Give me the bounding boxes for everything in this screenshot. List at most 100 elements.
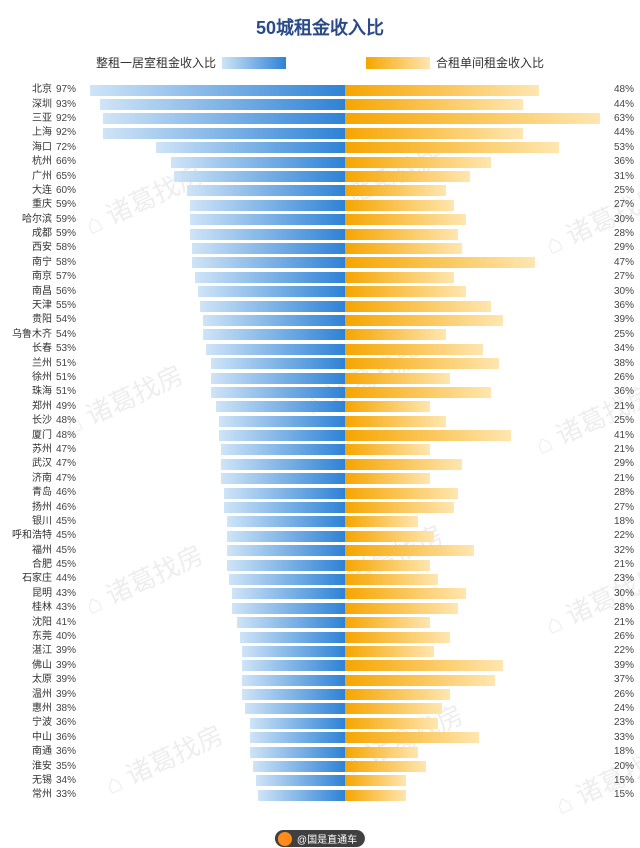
shared-rent-bar	[345, 473, 430, 484]
shared-rent-pct: 36%	[608, 301, 636, 311]
bar-area	[82, 644, 608, 658]
whole-rent-pct: 45%	[54, 531, 82, 541]
bar-area	[82, 572, 608, 586]
shared-rent-bar	[345, 790, 406, 801]
chart-container: 50城租金收入比 整租一居室租金收入比 合租单间租金收入比 北京97%48%深圳…	[0, 0, 640, 809]
whole-rent-bar	[211, 387, 345, 398]
city-name: 西安	[4, 243, 54, 253]
city-row: 银川45%18%	[4, 515, 636, 529]
city-name: 石家庄	[4, 574, 54, 584]
city-name: 厦门	[4, 431, 54, 441]
whole-rent-pct: 47%	[54, 474, 82, 484]
city-name: 呼和浩特	[4, 531, 54, 541]
whole-rent-bar	[227, 545, 345, 556]
shared-rent-pct: 41%	[608, 431, 636, 441]
city-row: 无锡34%15%	[4, 774, 636, 788]
city-row: 重庆59%27%	[4, 198, 636, 212]
city-name: 宁波	[4, 718, 54, 728]
city-name: 佛山	[4, 661, 54, 671]
shared-rent-pct: 47%	[608, 258, 636, 268]
city-name: 桂林	[4, 603, 54, 613]
shared-rent-pct: 21%	[608, 474, 636, 484]
bar-area	[82, 97, 608, 111]
shared-rent-bar	[345, 459, 462, 470]
city-name: 重庆	[4, 200, 54, 210]
city-name: 郑州	[4, 402, 54, 412]
bar-area	[82, 659, 608, 673]
shared-rent-pct: 30%	[608, 215, 636, 225]
legend-swatch-blue	[222, 57, 286, 69]
city-name: 哈尔滨	[4, 215, 54, 225]
bar-area	[82, 112, 608, 126]
city-row: 呼和浩特45%22%	[4, 529, 636, 543]
shared-rent-pct: 25%	[608, 330, 636, 340]
city-name: 长沙	[4, 416, 54, 426]
whole-rent-bar	[221, 473, 345, 484]
bar-area	[82, 400, 608, 414]
shared-rent-bar	[345, 142, 559, 153]
bar-area	[82, 270, 608, 284]
city-name: 福州	[4, 546, 54, 556]
whole-rent-pct: 97%	[54, 85, 82, 95]
whole-rent-pct: 92%	[54, 114, 82, 124]
shared-rent-bar	[345, 603, 458, 614]
city-row: 石家庄44%23%	[4, 572, 636, 586]
whole-rent-pct: 46%	[54, 488, 82, 498]
city-name: 中山	[4, 733, 54, 743]
shared-rent-pct: 31%	[608, 172, 636, 182]
whole-rent-bar	[227, 560, 345, 571]
bar-area	[82, 443, 608, 457]
city-name: 成都	[4, 229, 54, 239]
legend-label-right: 合租单间租金收入比	[436, 54, 544, 71]
city-row: 东莞40%26%	[4, 630, 636, 644]
whole-rent-bar	[256, 775, 345, 786]
whole-rent-bar	[250, 747, 345, 758]
whole-rent-bar	[245, 703, 345, 714]
city-name: 无锡	[4, 776, 54, 786]
diverging-bar-chart: 北京97%48%深圳93%44%三亚92%63%上海92%44%海口72%53%…	[0, 83, 640, 809]
shared-rent-pct: 20%	[608, 762, 636, 772]
shared-rent-bar	[345, 488, 458, 499]
city-name: 北京	[4, 85, 54, 95]
shared-rent-bar	[345, 444, 430, 455]
bar-area	[82, 630, 608, 644]
shared-rent-pct: 23%	[608, 574, 636, 584]
city-row: 桂林43%28%	[4, 601, 636, 615]
whole-rent-bar	[224, 488, 345, 499]
whole-rent-pct: 54%	[54, 330, 82, 340]
city-row: 太原39%37%	[4, 673, 636, 687]
city-row: 郑州49%21%	[4, 400, 636, 414]
bar-area	[82, 702, 608, 716]
bar-area	[82, 515, 608, 529]
bar-area	[82, 457, 608, 471]
city-name: 上海	[4, 128, 54, 138]
city-row: 沈阳41%21%	[4, 615, 636, 629]
shared-rent-pct: 24%	[608, 704, 636, 714]
shared-rent-bar	[345, 200, 454, 211]
bar-area	[82, 558, 608, 572]
shared-rent-pct: 15%	[608, 776, 636, 786]
whole-rent-pct: 66%	[54, 157, 82, 167]
whole-rent-pct: 47%	[54, 459, 82, 469]
whole-rent-bar	[190, 214, 345, 225]
city-name: 合肥	[4, 560, 54, 570]
city-row: 南宁58%47%	[4, 256, 636, 270]
bar-area	[82, 529, 608, 543]
shared-rent-bar	[345, 588, 466, 599]
bar-area	[82, 385, 608, 399]
shared-rent-pct: 21%	[608, 560, 636, 570]
bar-area	[82, 472, 608, 486]
shared-rent-pct: 32%	[608, 546, 636, 556]
whole-rent-bar	[250, 732, 345, 743]
city-name: 大连	[4, 186, 54, 196]
whole-rent-bar	[227, 516, 345, 527]
shared-rent-bar	[345, 416, 446, 427]
shared-rent-pct: 23%	[608, 718, 636, 728]
legend-swatch-orange	[366, 57, 430, 69]
shared-rent-pct: 34%	[608, 344, 636, 354]
legend-item-whole-rent: 整租一居室租金收入比	[96, 54, 286, 71]
shared-rent-pct: 26%	[608, 373, 636, 383]
legend: 整租一居室租金收入比 合租单间租金收入比	[0, 50, 640, 83]
city-name: 太原	[4, 675, 54, 685]
bar-area	[82, 126, 608, 140]
